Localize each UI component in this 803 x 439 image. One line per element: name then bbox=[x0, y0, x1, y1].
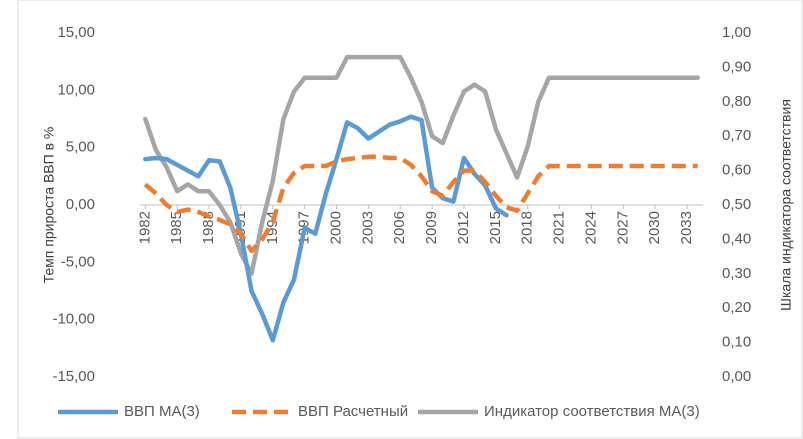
x-tick-label: 2015 bbox=[487, 211, 504, 244]
x-tick-label: 1988 bbox=[200, 211, 217, 244]
legend-label: Индикатор соответствия МА(3) bbox=[484, 403, 700, 420]
x-tick-label: 2000 bbox=[327, 211, 344, 244]
y-tick-label: 5,00 bbox=[66, 139, 95, 156]
y-tick-label: 10,00 bbox=[57, 81, 95, 98]
y-tick-label: 15,00 bbox=[57, 24, 95, 41]
y2-tick-label: 0,30 bbox=[722, 265, 751, 282]
y-axis-title: Темп прироста ВВП в % bbox=[41, 127, 57, 284]
y2-tick-label: 0,80 bbox=[722, 93, 751, 110]
x-tick-label: 2003 bbox=[359, 211, 376, 244]
y2-tick-label: 0,70 bbox=[722, 127, 751, 144]
series-line bbox=[143, 114, 509, 343]
x-tick-label: 2018 bbox=[519, 211, 536, 244]
y2-tick-label: 0,20 bbox=[722, 299, 751, 316]
x-tick-label: 1985 bbox=[168, 211, 185, 244]
x-tick-label: 2024 bbox=[582, 211, 599, 244]
y-tick-label: -5,00 bbox=[61, 253, 95, 270]
y2-tick-label: 0,10 bbox=[722, 334, 751, 351]
series-line bbox=[143, 54, 700, 277]
series-line bbox=[143, 154, 698, 254]
y2-tick-label: 0,60 bbox=[722, 162, 751, 179]
y2-tick-label: 0,50 bbox=[722, 196, 751, 213]
y-tick-label: 0,00 bbox=[66, 196, 95, 213]
y-tick-label: -15,00 bbox=[52, 368, 95, 385]
x-tick-label: 2012 bbox=[455, 211, 472, 244]
x-tick-label: 1994 bbox=[264, 211, 281, 244]
x-tick-label: 2027 bbox=[614, 211, 631, 244]
x-tick-label: 2033 bbox=[678, 211, 695, 244]
legend-label: ВВП МА(3) bbox=[124, 403, 200, 420]
x-tick-label: 2006 bbox=[391, 211, 408, 244]
x-tick-label: 2030 bbox=[646, 211, 663, 244]
y2-tick-label: 0,90 bbox=[722, 58, 751, 75]
y2-axis-title: Шкала индикатора соответствия bbox=[778, 99, 794, 311]
y2-tick-label: 0,00 bbox=[722, 368, 751, 385]
x-tick-label: 1982 bbox=[136, 211, 153, 244]
y-tick-label: -10,00 bbox=[52, 311, 95, 328]
y2-tick-label: 0,40 bbox=[722, 230, 751, 247]
x-tick-label: 2021 bbox=[551, 211, 568, 244]
y2-tick-label: 1,00 bbox=[722, 24, 751, 41]
legend-label: ВВП Расчетный bbox=[298, 403, 408, 420]
x-tick-label: 2009 bbox=[423, 211, 440, 244]
